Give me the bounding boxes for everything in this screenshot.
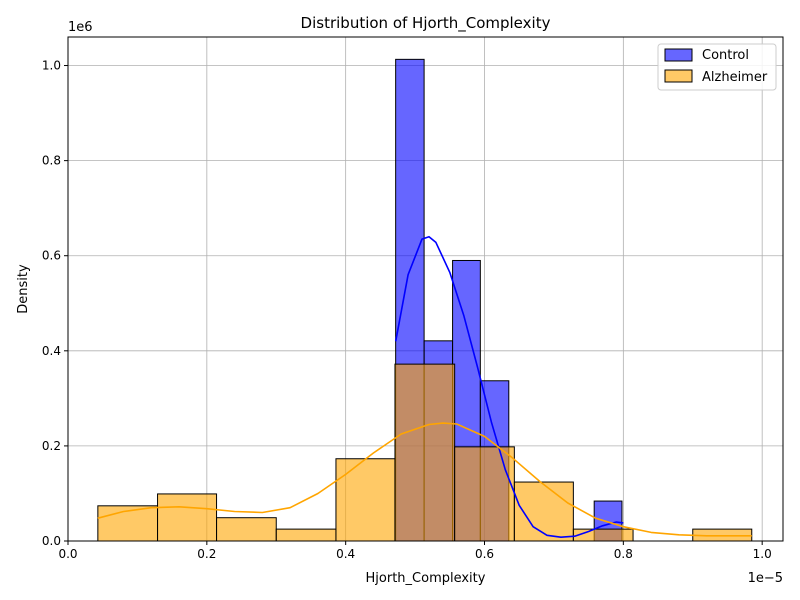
y-tick-label: 0.8 (42, 154, 61, 168)
x-tick-label: 0.2 (197, 547, 216, 561)
x-tick-label: 0.0 (58, 547, 77, 561)
chart-title: Distribution of Hjorth_Complexity (301, 14, 551, 33)
y-tick-label: 0.6 (42, 249, 61, 263)
bar-alzheimer (275, 528, 337, 542)
bar-alzheimer (572, 528, 634, 542)
bar-alzheimer (335, 458, 396, 542)
y-axis-offset-text: 1e6 (68, 20, 93, 35)
legend-swatch-control (664, 48, 693, 62)
kde-curves (97, 235, 752, 539)
y-tick-label: 0.0 (42, 534, 61, 548)
y-axis-ticks: 0.0 0.2 0.4 0.6 0.8 1.0 (42, 59, 68, 548)
legend-label-control: Control (702, 48, 749, 63)
legend-swatch-alzheimer (664, 69, 693, 83)
bar-alzheimer (394, 363, 456, 542)
legend-label-alzheimer: Alzheimer (702, 70, 768, 85)
grid-lines (67, 37, 783, 542)
y-tick-label: 0.2 (42, 439, 61, 453)
x-tick-label: 0.6 (475, 547, 494, 561)
legend: Control Alzheimer (657, 43, 777, 91)
bar-alzheimer (216, 517, 277, 542)
bar-alzheimer (157, 493, 218, 542)
x-axis-offset-text: 1e−5 (748, 571, 783, 586)
y-tick-label: 1.0 (42, 59, 61, 73)
kde-curve-control (394, 235, 624, 539)
y-tick-label: 0.4 (42, 344, 61, 358)
y-axis-label: Density (16, 264, 31, 314)
plot-frame (67, 36, 784, 542)
x-tick-label: 1.0 (753, 547, 772, 561)
x-tick-label: 0.8 (614, 547, 633, 561)
x-tick-label: 0.4 (336, 547, 355, 561)
x-axis-ticks: 0.0 0.2 0.4 0.6 0.8 1.0 (58, 541, 772, 561)
x-axis-label: Hjorth_Complexity (366, 571, 486, 586)
bar-alzheimer (454, 446, 515, 542)
kde-curve-alzheimer (97, 422, 752, 537)
